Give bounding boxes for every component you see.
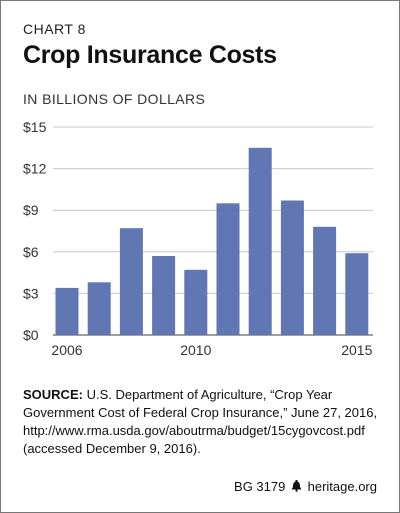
bars	[55, 147, 369, 335]
y-tick-label: $6	[23, 244, 39, 260]
x-axis-tick-labels: 2006 2010 2015	[51, 342, 372, 358]
y-tick-label: $3	[23, 285, 39, 301]
y-tick-label: $12	[23, 161, 47, 177]
bar-2013	[280, 200, 304, 335]
bar-chart: $0 $3 $6 $9 $12 $15 2006 2010 2015	[23, 119, 373, 358]
x-tick-label: 2010	[180, 342, 211, 358]
bar-2011	[216, 203, 240, 335]
bar-2014	[313, 226, 337, 335]
x-tick-label: 2015	[341, 342, 372, 358]
x-tick-label: 2006	[51, 342, 82, 358]
bar-2015	[345, 253, 369, 335]
chart-subtitle: IN BILLIONS OF DOLLARS	[23, 91, 206, 107]
chart-title: Crop Insurance Costs	[23, 41, 277, 69]
bar-2009	[152, 256, 176, 335]
bar-2006	[55, 287, 79, 335]
footer-credit: BG 3179 heritage.org	[234, 479, 377, 494]
bar-2010	[184, 269, 208, 335]
bar-2007	[87, 282, 111, 335]
site-name: heritage.org	[307, 479, 377, 494]
bar-2012	[248, 147, 272, 335]
source-note: SOURCE: U.S. Department of Agriculture, …	[23, 386, 383, 458]
chart-number: CHART 8	[23, 21, 86, 37]
source-label: SOURCE:	[23, 387, 83, 402]
y-tick-label: $0	[23, 327, 39, 343]
report-code: BG 3179	[234, 479, 286, 494]
y-tick-label: $9	[23, 202, 39, 218]
source-text: U.S. Department of Agriculture, “Crop Ye…	[23, 387, 378, 456]
y-tick-label: $15	[23, 119, 47, 135]
bar-2008	[119, 228, 143, 335]
liberty-bell-icon	[291, 479, 302, 494]
y-axis-tick-labels: $0 $3 $6 $9 $12 $15	[23, 119, 47, 343]
